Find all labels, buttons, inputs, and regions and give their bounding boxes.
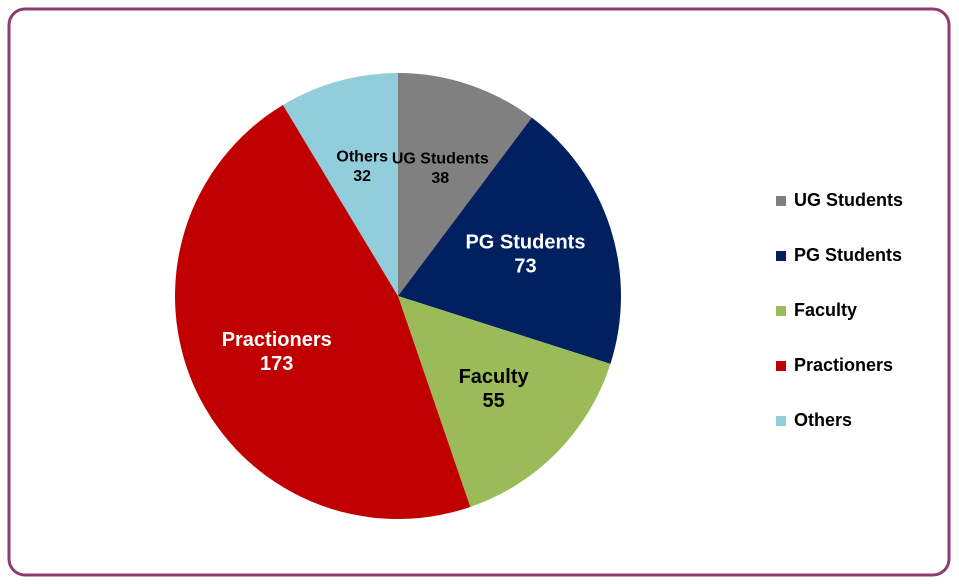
- data-label-value: 55: [482, 390, 504, 412]
- legend-swatch: [776, 361, 786, 371]
- data-label-value: 38: [431, 170, 449, 187]
- data-label-value: 73: [514, 256, 536, 278]
- legend-label: Faculty: [794, 300, 857, 320]
- pie-slice: [398, 117, 622, 364]
- pie-slice: [398, 296, 611, 507]
- legend-label: Practioners: [794, 355, 893, 375]
- legend-label: PG Students: [794, 245, 902, 265]
- data-label-name: PG Students: [465, 232, 585, 254]
- legend-swatch: [776, 196, 786, 206]
- pie-slice: [282, 73, 398, 296]
- legend-label: Others: [794, 410, 852, 430]
- data-label-name: Practioners: [222, 329, 332, 351]
- data-label-name: UG Students: [392, 151, 489, 168]
- pie-slice: [174, 104, 471, 519]
- data-label-name: Faculty: [459, 366, 530, 388]
- legend-swatch: [776, 251, 786, 261]
- pie-slice: [398, 73, 532, 296]
- data-label-name: Others: [336, 149, 388, 166]
- data-label-value: 173: [260, 353, 293, 375]
- legend-swatch: [776, 306, 786, 316]
- legend-swatch: [776, 416, 786, 426]
- data-label-value: 32: [353, 168, 371, 185]
- legend-label: UG Students: [794, 190, 903, 210]
